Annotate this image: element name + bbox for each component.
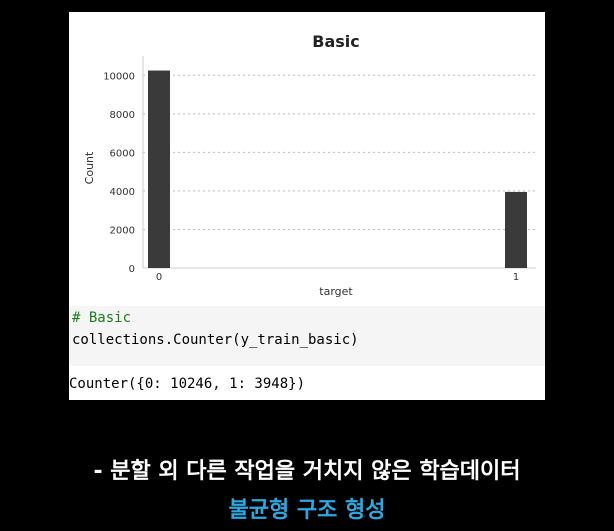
y-tick-label-10000: 10000 [103,71,135,82]
code-cell[interactable]: # Basic collections.Counter(y_train_basi… [69,306,545,366]
x-tick-label-1: 1 [513,272,519,283]
chart-title: Basic [312,32,359,51]
y-axis-label: Count [83,151,96,184]
y-tick-label-0: 0 [129,264,135,275]
grid-lines [143,74,536,230]
y-tick-label-4000: 4000 [110,187,135,198]
axes [142,56,536,269]
code-comment: # Basic [72,310,132,326]
tick-labels: 0 2000 4000 6000 8000 10000 0 1 [103,71,519,283]
code-line: collections.Counter(y_train_basic) [72,332,359,348]
bar-chart: Basic 0 2000 4000 6000 8000 10000 0 1 target Co… [83,32,536,298]
caption-line-1: - 분할 외 다른 작업을 거치지 않은 학습데이터 [93,459,521,484]
y-tick-label-8000: 8000 [110,110,135,121]
bar-0 [148,70,170,268]
x-axis-label: target [319,285,353,298]
cell-output: Counter({0: 10246, 1: 3948}) [69,376,306,392]
notebook-panel: Basic 0 2000 4000 6000 8000 10000 0 1 target Co… [69,12,545,400]
bar-1 [505,191,527,268]
y-tick-label-6000: 6000 [110,148,135,159]
x-tick-label-0: 0 [156,272,162,283]
caption-line-2: 불균형 구조 형성 [228,498,386,523]
bars [148,70,527,268]
y-tick-label-2000: 2000 [110,225,135,236]
